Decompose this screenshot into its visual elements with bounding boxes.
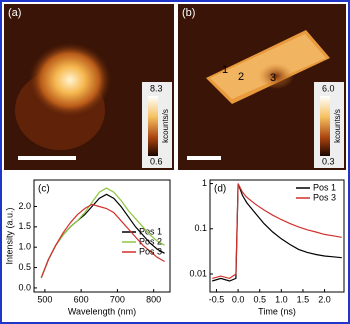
panel-label: (c) [38, 184, 50, 195]
marker: 2 [238, 71, 244, 83]
x-tick-label: -0.5 [209, 294, 225, 304]
marker: 1 [222, 64, 228, 76]
plot-frame [209, 179, 345, 293]
legend-label: Pos 1 [139, 226, 162, 236]
x-tick-label: 500 [37, 294, 52, 304]
legend-label: Pos 1 [313, 182, 336, 192]
x-tick-label: 700 [110, 294, 125, 304]
colorbar-max: 8.3 [150, 83, 163, 93]
y-tick-label: 2.0 [18, 201, 31, 211]
x-tick-label: 1.0 [275, 294, 288, 304]
plot-frame [33, 179, 171, 293]
y-axis-label: Intensity (a.u.) [4, 207, 14, 264]
colorbar [148, 96, 158, 156]
marker: 3 [270, 72, 276, 84]
scale-bar [187, 156, 221, 160]
x-axis-label: Time (ns) [258, 306, 296, 316]
y-tick-label: 1 [202, 178, 207, 188]
series-line [212, 183, 342, 282]
colorbar-unit: kcounts/s [161, 109, 170, 143]
series-line [40, 203, 165, 278]
x-tick-label: 800 [146, 294, 161, 304]
series-line [40, 187, 165, 278]
panel-label: (b) [182, 7, 195, 19]
legend-label: Pos 3 [139, 246, 162, 256]
particle [28, 42, 112, 118]
y-tick-label: 0.0 [18, 282, 31, 292]
y-tick-label: 0.1 [194, 223, 207, 233]
legend-label: Pos 2 [139, 236, 162, 246]
colorbar-min: 0.6 [150, 156, 163, 166]
x-tick-label: 1.5 [297, 294, 310, 304]
colorbar-unit: kcounts/s [333, 109, 342, 143]
y-tick-label: 1.5 [18, 221, 31, 231]
x-tick-label: 0.0 [232, 294, 245, 304]
series-line [212, 183, 342, 280]
x-tick-label: 0.5 [253, 294, 266, 304]
panel-label: (d) [214, 184, 226, 195]
x-tick-label: 600 [74, 294, 89, 304]
panel-label: (a) [8, 7, 21, 19]
y-tick-label: 1.0 [18, 242, 31, 252]
colorbar-min: 0.3 [322, 156, 335, 166]
x-tick-label: 2.0 [318, 294, 331, 304]
y-tick-label: 0.5 [18, 262, 31, 272]
legend-label: Pos 3 [313, 192, 336, 202]
dark-spot [258, 63, 294, 89]
colorbar [320, 96, 330, 156]
colorbar-max: 6.0 [322, 83, 335, 93]
x-axis-label: Wavelength (nm) [68, 306, 136, 316]
y-tick-label: 0.01 [189, 268, 207, 278]
scale-bar [18, 156, 76, 160]
